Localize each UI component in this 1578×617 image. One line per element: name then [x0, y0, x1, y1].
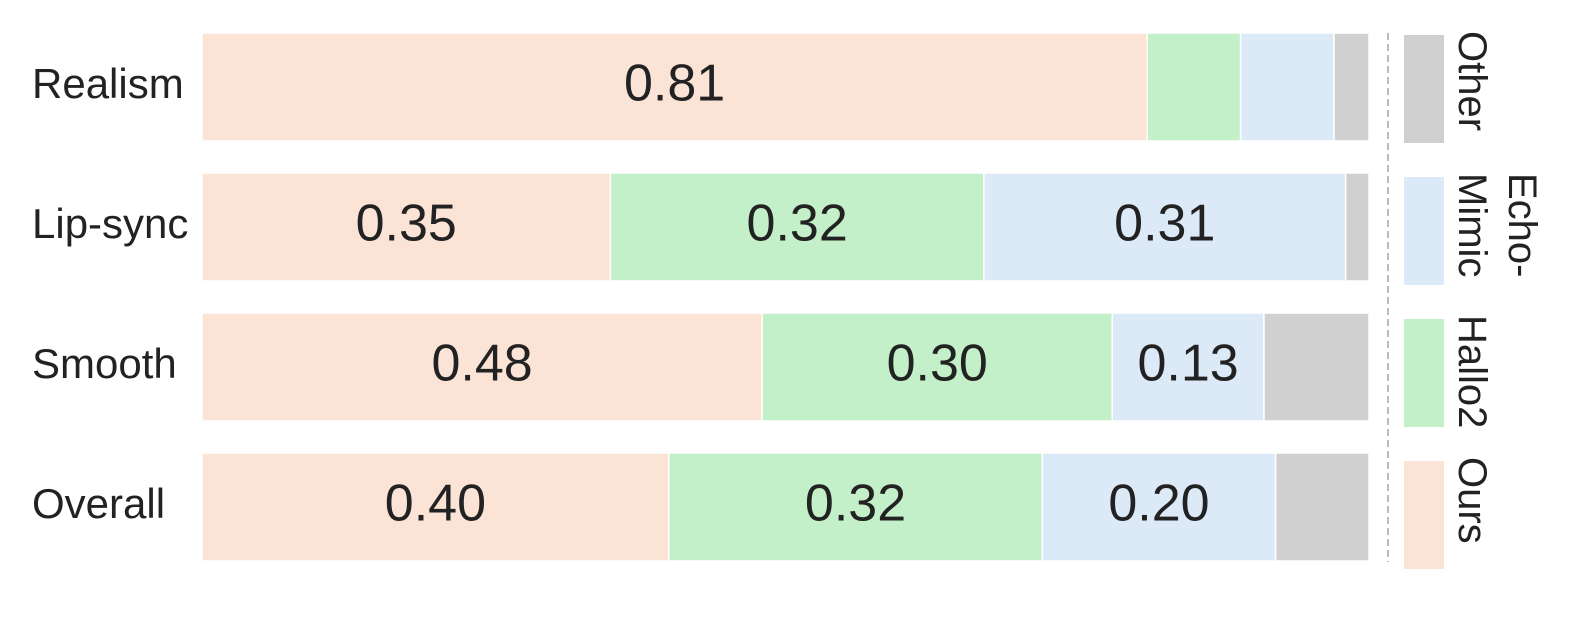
value-label: 0.31	[1114, 195, 1215, 253]
bar-segment	[1239, 32, 1335, 142]
legend-label: Hallo2	[1450, 315, 1494, 429]
bar-segment	[1333, 32, 1370, 142]
y-tick-label: Realism	[32, 60, 184, 107]
value-label: 0.13	[1138, 335, 1239, 393]
bar-segment	[1344, 172, 1370, 282]
bar-segment	[1263, 312, 1370, 422]
value-label: 0.81	[624, 55, 725, 113]
bar-segment	[201, 172, 612, 282]
bar-segment	[609, 172, 985, 282]
bar-segment	[1274, 452, 1370, 562]
legend-label: Other	[1450, 31, 1494, 132]
value-label: 0.48	[431, 335, 532, 393]
bar-segment	[761, 312, 1114, 422]
bar-segment	[1146, 32, 1242, 142]
legend-swatch	[1404, 319, 1444, 427]
legend-swatch	[1404, 35, 1444, 143]
value-label: 0.35	[356, 195, 457, 253]
value-label: 0.32	[805, 475, 906, 533]
y-tick-label: Smooth	[32, 340, 177, 387]
value-label: 0.40	[385, 475, 486, 533]
legend-swatch	[1404, 177, 1444, 285]
y-tick-label: Overall	[32, 480, 165, 527]
legend-swatch	[1404, 461, 1444, 569]
legend-label: Ours	[1450, 457, 1494, 544]
value-label: 0.20	[1108, 475, 1209, 533]
bar-segment	[1041, 452, 1277, 562]
value-label: 0.30	[887, 335, 988, 393]
bar-segment	[201, 452, 670, 562]
bar-segment	[668, 452, 1043, 562]
bar-segment	[201, 32, 1149, 142]
value-label: 0.32	[747, 195, 848, 253]
y-tick-label: Lip-sync	[32, 200, 188, 247]
legend-label: Echo-Mimic	[1450, 173, 1544, 278]
